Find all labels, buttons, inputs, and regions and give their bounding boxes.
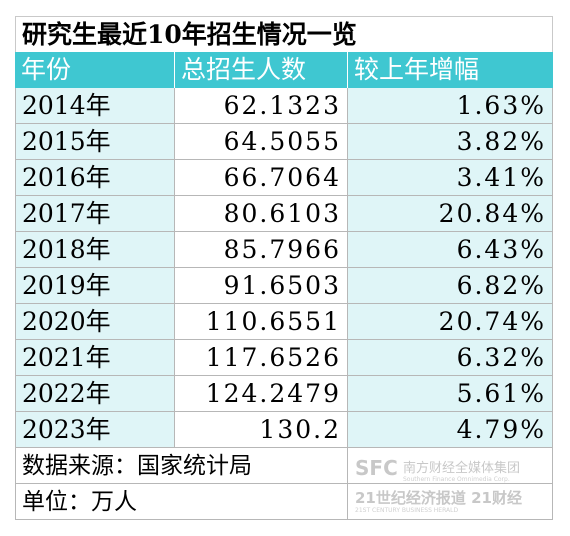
logo-text-1: 南方财经全媒体集团 [403, 460, 520, 476]
table-row: 2017年 80.6103 20.84% [15, 196, 553, 232]
year-cell: 2014年 [15, 88, 175, 124]
year-cell: 2016年 [15, 160, 175, 196]
total-cell: 80.6103 [175, 196, 348, 232]
source-row: 数据来源：国家统计局 [15, 448, 553, 484]
header-total: 总招生人数 [175, 52, 348, 88]
unit-right-cell [348, 484, 553, 520]
table-row: 2015年 64.5055 3.82% [15, 124, 553, 160]
total-cell: 64.5055 [175, 124, 348, 160]
source-right-cell [348, 448, 553, 484]
header-growth: 较上年增幅 [348, 52, 553, 88]
unit-row: 单位：万人 [15, 484, 553, 520]
growth-cell: 1.63% [348, 88, 553, 124]
year-cell: 2023年 [15, 412, 175, 448]
logo-text-2: 21世纪经济报道 21财经 [355, 489, 522, 507]
header-year: 年份 [15, 52, 175, 88]
table-row: 2020年 110.6551 20.74% [15, 304, 553, 340]
table-row: 2021年 117.6526 6.32% [15, 340, 553, 376]
total-cell: 110.6551 [175, 304, 348, 340]
source-label: 数据来源：国家统计局 [15, 448, 348, 484]
table-row: 2023年 130.2 4.79% [15, 412, 553, 448]
unit-label: 单位：万人 [15, 484, 348, 520]
table-row: 2022年 124.2479 5.61% [15, 376, 553, 412]
year-cell: 2018年 [15, 232, 175, 268]
year-cell: 2020年 [15, 304, 175, 340]
year-cell: 2015年 [15, 124, 175, 160]
total-cell: 62.1323 [175, 88, 348, 124]
title-row: 研究生最近10年招生情况一览 [15, 16, 553, 52]
table-row: 2018年 85.7966 6.43% [15, 232, 553, 268]
year-cell: 2021年 [15, 340, 175, 376]
table-row: 2014年 62.1323 1.63% [15, 88, 553, 124]
growth-cell: 20.84% [348, 196, 553, 232]
logo-sub-2: 21ST CENTURY BUSINESS HERALD [355, 507, 458, 514]
growth-cell: 4.79% [348, 412, 553, 448]
growth-cell: 6.32% [348, 340, 553, 376]
growth-cell: 3.41% [348, 160, 553, 196]
growth-cell: 3.82% [348, 124, 553, 160]
logo-mark-1: SFC [355, 456, 398, 480]
table-row: 2019年 91.6503 6.82% [15, 268, 553, 304]
growth-cell: 6.43% [348, 232, 553, 268]
year-cell: 2022年 [15, 376, 175, 412]
sfc-21-logo-watermark: SFC 南方财经全媒体集团 Southern Finance Omnimedia… [355, 456, 522, 514]
total-cell: 66.7064 [175, 160, 348, 196]
total-cell: 124.2479 [175, 376, 348, 412]
total-cell: 130.2 [175, 412, 348, 448]
header-row: 年份 总招生人数 较上年增幅 [15, 52, 553, 88]
growth-table: 研究生最近10年招生情况一览 年份 总招生人数 较上年增幅 2014年 62.13… [15, 16, 553, 520]
table-row: 2016年 66.7064 3.41% [15, 160, 553, 196]
logo-sub-1: Southern Finance Omnimedia Corp. [403, 476, 510, 483]
year-cell: 2019年 [15, 268, 175, 304]
total-cell: 117.6526 [175, 340, 348, 376]
total-cell: 91.6503 [175, 268, 348, 304]
growth-cell: 20.74% [348, 304, 553, 340]
growth-cell: 5.61% [348, 376, 553, 412]
year-cell: 2017年 [15, 196, 175, 232]
growth-cell: 6.82% [348, 268, 553, 304]
total-cell: 85.7966 [175, 232, 348, 268]
table-title: 研究生最近10年招生情况一览 [15, 16, 553, 52]
